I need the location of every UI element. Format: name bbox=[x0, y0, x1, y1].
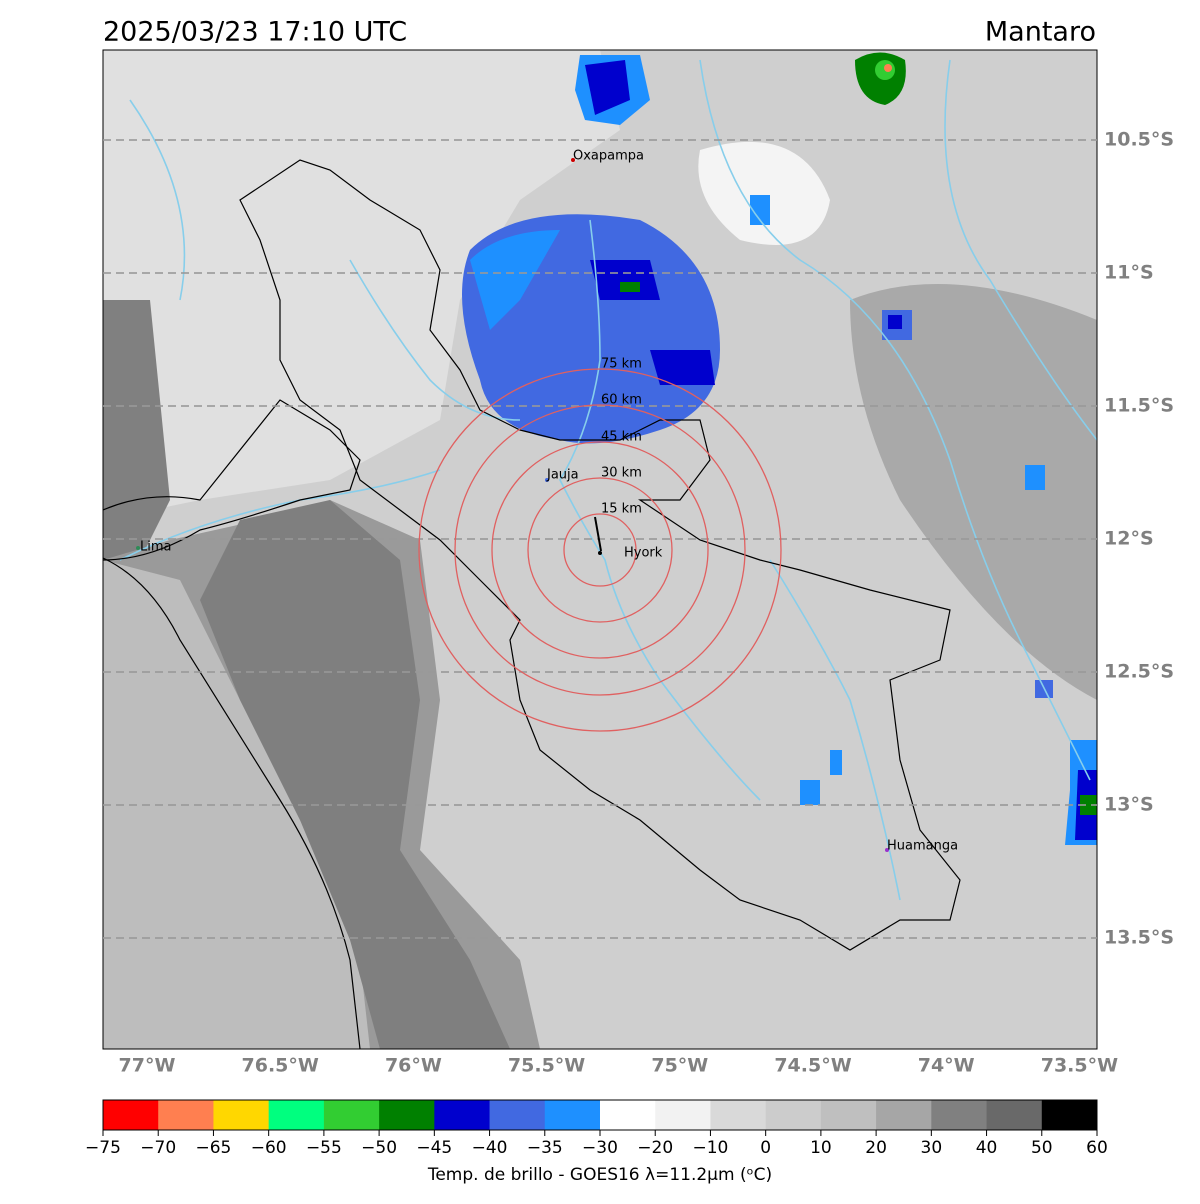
hyork-mark bbox=[594, 516, 602, 552]
colorbar-tick-label: 60 bbox=[1086, 1138, 1108, 1158]
colorbar-tick-label: −45 bbox=[416, 1138, 452, 1158]
ring-label: 30 km bbox=[601, 466, 642, 481]
place-dot bbox=[598, 551, 602, 555]
place-label: Jauja bbox=[546, 468, 579, 483]
colorbar-tick-label: −10 bbox=[692, 1138, 728, 1158]
colorbar-swatch bbox=[489, 1100, 546, 1130]
ring-label: 75 km bbox=[601, 357, 642, 372]
colorbar-tick-label: −20 bbox=[637, 1138, 673, 1158]
colorbar-tick-label: −60 bbox=[251, 1138, 287, 1158]
colorbar-swatch bbox=[158, 1100, 214, 1130]
region: Mantaro bbox=[985, 17, 1096, 48]
colorbar-swatch bbox=[103, 1100, 159, 1130]
ring-label: 15 km bbox=[601, 502, 642, 517]
range-ring bbox=[454, 404, 746, 696]
ring-label: 45 km bbox=[601, 430, 642, 445]
colorbar-swatch bbox=[434, 1100, 491, 1130]
lon-label: 77°W bbox=[119, 1055, 176, 1077]
colorbar-swatch bbox=[323, 1100, 380, 1130]
colorbar-swatch bbox=[986, 1100, 1043, 1130]
colorbar-tick-label: 0 bbox=[760, 1138, 771, 1158]
colorbar-swatch bbox=[213, 1100, 270, 1130]
lon-label: 76.5°W bbox=[242, 1055, 319, 1077]
place-dot bbox=[571, 158, 575, 162]
range-ring bbox=[491, 441, 709, 659]
lat-label: 10.5°S bbox=[1104, 129, 1174, 151]
colorbar-tick-label: −75 bbox=[85, 1138, 121, 1158]
place-label: Oxapampa bbox=[573, 149, 644, 164]
colorbar-swatch bbox=[876, 1100, 932, 1130]
colorbar-tick-label: 40 bbox=[976, 1138, 998, 1158]
range-ring bbox=[563, 513, 637, 587]
range-ring bbox=[527, 477, 673, 623]
colorbar-tick-label: −30 bbox=[582, 1138, 618, 1158]
lon-label: 73.5°W bbox=[1041, 1055, 1118, 1077]
colorbar-tick-label: 10 bbox=[810, 1138, 832, 1158]
ring-label: 60 km bbox=[601, 393, 642, 408]
colorbar-tick-label: 50 bbox=[1031, 1138, 1053, 1158]
colorbar-swatch bbox=[268, 1100, 325, 1130]
colorbar-tick-label: −55 bbox=[306, 1138, 342, 1158]
colorbar-swatch bbox=[600, 1100, 656, 1130]
map-frame bbox=[102, 49, 1098, 1050]
lat-label: 11.5°S bbox=[1104, 395, 1174, 417]
place-dot bbox=[136, 546, 140, 550]
lat-label: 12.5°S bbox=[1104, 661, 1174, 683]
lon-label: 75°W bbox=[651, 1055, 708, 1077]
lat-label: 12°S bbox=[1104, 528, 1154, 550]
colorbar-swatch bbox=[931, 1100, 988, 1130]
colorbar-tick-label: 30 bbox=[921, 1138, 943, 1158]
colorbar-swatch bbox=[710, 1100, 767, 1130]
colorbar-tick-label: 20 bbox=[865, 1138, 887, 1158]
place-label: Huamanga bbox=[887, 839, 958, 854]
lon-label: 75.5°W bbox=[508, 1055, 585, 1077]
range-ring bbox=[418, 368, 782, 732]
place-dot bbox=[545, 478, 549, 482]
lon-label: 76°W bbox=[385, 1055, 442, 1077]
colorbar-swatch bbox=[544, 1100, 601, 1130]
colorbar-swatch bbox=[655, 1100, 711, 1130]
timestamp: 2025/03/23 17:10 UTC bbox=[103, 17, 407, 48]
colorbar-tick-label: −70 bbox=[140, 1138, 176, 1158]
colorbar-swatch bbox=[820, 1100, 877, 1130]
colorbar-tick-label: −40 bbox=[472, 1138, 508, 1158]
lat-label: 13°S bbox=[1104, 794, 1154, 816]
place-label: Lima bbox=[140, 540, 171, 555]
lat-label: 11°S bbox=[1104, 262, 1154, 284]
colorbar-tick-label: −65 bbox=[195, 1138, 231, 1158]
place-dot bbox=[885, 848, 889, 852]
colorbar-tick-label: −50 bbox=[361, 1138, 397, 1158]
place-label: Hyork bbox=[624, 546, 663, 561]
colorbar-swatch bbox=[765, 1100, 822, 1130]
lon-label: 74°W bbox=[918, 1055, 975, 1077]
colorbar-swatch bbox=[379, 1100, 435, 1130]
lon-label: 74.5°W bbox=[774, 1055, 851, 1077]
colorbar-label: Temp. de brillo - GOES16 λ=11.2μm (ᵒC) bbox=[427, 1165, 772, 1185]
colorbar-swatch bbox=[1041, 1100, 1098, 1130]
map bbox=[103, 50, 1097, 1049]
colorbar-tick-label: −35 bbox=[527, 1138, 563, 1158]
lat-label: 13.5°S bbox=[1104, 927, 1174, 949]
